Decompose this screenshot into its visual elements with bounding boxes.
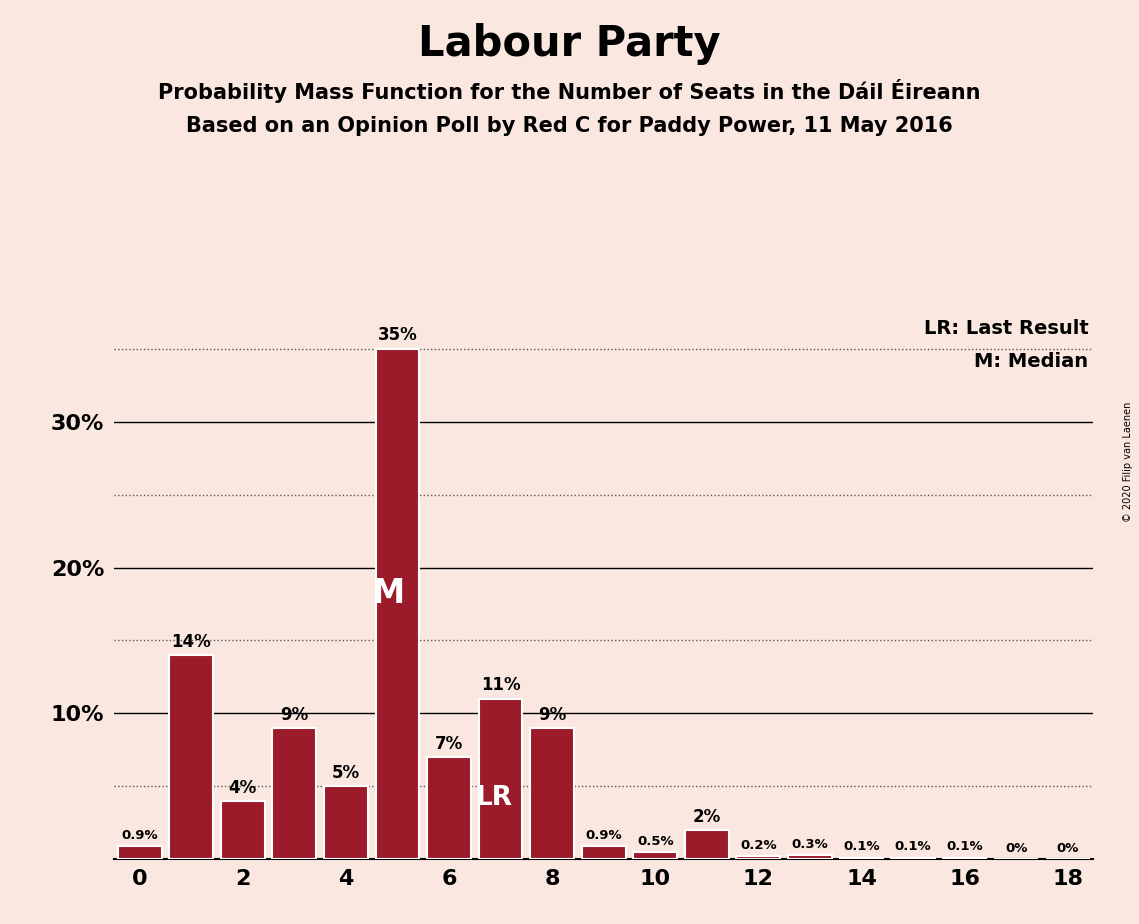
Text: 0%: 0% <box>1057 842 1079 855</box>
Text: © 2020 Filip van Laenen: © 2020 Filip van Laenen <box>1123 402 1133 522</box>
Bar <box>839 857 884 859</box>
Bar <box>788 855 831 859</box>
Bar <box>478 699 523 859</box>
Bar <box>376 348 419 859</box>
Bar <box>633 852 677 859</box>
Bar <box>170 655 213 859</box>
Text: 0.9%: 0.9% <box>122 829 158 842</box>
Text: 7%: 7% <box>435 735 464 753</box>
Text: 0.2%: 0.2% <box>740 839 777 852</box>
Bar <box>685 830 729 859</box>
Text: LR: LR <box>476 785 513 811</box>
Bar <box>891 857 935 859</box>
Text: Labour Party: Labour Party <box>418 23 721 65</box>
Bar <box>737 857 780 859</box>
Bar <box>221 801 264 859</box>
Bar <box>272 728 317 859</box>
Text: LR: Last Result: LR: Last Result <box>924 319 1089 338</box>
Text: M: Median: M: Median <box>975 352 1089 371</box>
Text: M: M <box>371 578 404 610</box>
Text: Based on an Opinion Poll by Red C for Paddy Power, 11 May 2016: Based on an Opinion Poll by Red C for Pa… <box>186 116 953 136</box>
Text: 5%: 5% <box>331 764 360 782</box>
Text: 0.5%: 0.5% <box>637 834 673 847</box>
Text: 9%: 9% <box>538 706 566 723</box>
Text: 14%: 14% <box>171 633 211 650</box>
Text: 0.9%: 0.9% <box>585 829 622 842</box>
Bar <box>323 786 368 859</box>
Text: 9%: 9% <box>280 706 309 723</box>
Bar <box>117 846 162 859</box>
Bar <box>582 846 625 859</box>
Text: 0.3%: 0.3% <box>792 837 828 851</box>
Text: 11%: 11% <box>481 676 521 695</box>
Text: 35%: 35% <box>377 326 417 345</box>
Text: 0%: 0% <box>1005 842 1027 855</box>
Text: 0.1%: 0.1% <box>947 841 983 854</box>
Bar <box>427 757 470 859</box>
Text: 2%: 2% <box>693 808 721 826</box>
Bar <box>531 728 574 859</box>
Bar <box>943 857 986 859</box>
Text: 0.1%: 0.1% <box>895 841 932 854</box>
Text: Probability Mass Function for the Number of Seats in the Dáil Éireann: Probability Mass Function for the Number… <box>158 79 981 103</box>
Text: 0.1%: 0.1% <box>843 841 879 854</box>
Text: 4%: 4% <box>229 779 257 796</box>
